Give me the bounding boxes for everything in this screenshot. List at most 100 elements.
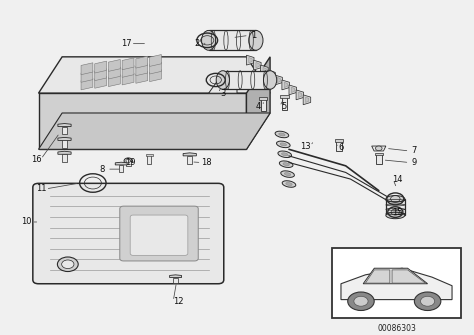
Bar (62, 140, 67, 148)
Polygon shape (292, 87, 295, 92)
Bar (187, 156, 192, 164)
Polygon shape (95, 61, 107, 73)
Polygon shape (122, 73, 134, 85)
Polygon shape (81, 70, 93, 82)
Bar (259, 97, 267, 100)
Polygon shape (275, 75, 283, 85)
Ellipse shape (276, 141, 290, 148)
Bar (62, 154, 67, 162)
Polygon shape (270, 72, 273, 78)
Bar (282, 97, 287, 110)
Polygon shape (136, 56, 148, 68)
Ellipse shape (286, 183, 292, 186)
Polygon shape (109, 67, 120, 79)
Text: 17: 17 (120, 39, 131, 48)
Ellipse shape (281, 171, 294, 177)
Polygon shape (38, 113, 270, 149)
Bar (62, 127, 67, 134)
Polygon shape (246, 55, 254, 65)
Text: 18: 18 (201, 158, 211, 167)
Text: 10: 10 (21, 217, 32, 226)
Polygon shape (268, 70, 275, 80)
Text: 2: 2 (194, 39, 200, 48)
Polygon shape (183, 153, 196, 156)
Polygon shape (289, 85, 297, 95)
Polygon shape (36, 186, 220, 281)
Polygon shape (277, 77, 281, 83)
Circle shape (414, 292, 441, 311)
Text: 11: 11 (36, 185, 46, 193)
Polygon shape (170, 275, 182, 277)
Polygon shape (246, 57, 270, 149)
Polygon shape (223, 71, 270, 89)
Bar (261, 99, 266, 111)
Polygon shape (392, 270, 425, 283)
Polygon shape (296, 90, 304, 100)
Polygon shape (150, 70, 161, 82)
Polygon shape (256, 62, 259, 68)
Bar (376, 154, 382, 164)
Text: 3: 3 (220, 89, 226, 98)
Polygon shape (209, 73, 237, 93)
Polygon shape (38, 57, 270, 93)
Circle shape (375, 146, 382, 151)
Bar (146, 154, 153, 156)
Polygon shape (150, 62, 161, 74)
Bar (173, 277, 178, 283)
Polygon shape (303, 95, 311, 105)
Polygon shape (282, 80, 290, 90)
Ellipse shape (216, 71, 229, 89)
Circle shape (354, 296, 368, 306)
Polygon shape (95, 76, 107, 88)
Text: 4: 4 (255, 102, 261, 111)
Polygon shape (95, 69, 107, 81)
Ellipse shape (279, 161, 293, 168)
Ellipse shape (284, 173, 291, 176)
Polygon shape (115, 162, 127, 165)
Polygon shape (299, 92, 302, 97)
Polygon shape (122, 65, 134, 77)
Text: 8: 8 (100, 164, 105, 174)
Text: 6: 6 (338, 143, 344, 152)
Polygon shape (365, 270, 390, 283)
Text: 15: 15 (392, 208, 403, 216)
Text: 5: 5 (282, 102, 287, 111)
Polygon shape (249, 58, 252, 63)
Ellipse shape (249, 30, 263, 50)
Polygon shape (109, 60, 120, 71)
Polygon shape (109, 75, 120, 86)
Bar (281, 95, 289, 98)
Polygon shape (150, 55, 161, 66)
FancyBboxPatch shape (130, 215, 188, 255)
Bar (119, 165, 123, 173)
Polygon shape (58, 124, 71, 127)
Text: 00086303: 00086303 (377, 324, 416, 333)
FancyBboxPatch shape (33, 183, 224, 284)
Text: 9: 9 (411, 158, 417, 167)
Bar (375, 153, 383, 155)
Polygon shape (263, 67, 266, 73)
Text: 13: 13 (300, 141, 311, 150)
Ellipse shape (264, 71, 277, 89)
Circle shape (126, 159, 131, 162)
Polygon shape (122, 58, 134, 70)
Circle shape (348, 292, 374, 311)
Polygon shape (254, 60, 261, 70)
Polygon shape (363, 268, 428, 284)
Polygon shape (306, 97, 309, 103)
Polygon shape (38, 93, 246, 149)
Text: 7: 7 (411, 146, 417, 155)
Polygon shape (284, 82, 288, 87)
Bar (147, 155, 152, 164)
Polygon shape (81, 78, 93, 90)
Bar (126, 161, 131, 166)
Ellipse shape (275, 131, 289, 138)
Text: 19: 19 (126, 158, 136, 167)
Text: 1: 1 (251, 31, 256, 40)
Polygon shape (209, 30, 256, 50)
Ellipse shape (280, 143, 286, 146)
Polygon shape (58, 151, 71, 154)
Ellipse shape (278, 151, 292, 157)
Polygon shape (81, 63, 93, 75)
Circle shape (420, 296, 435, 306)
